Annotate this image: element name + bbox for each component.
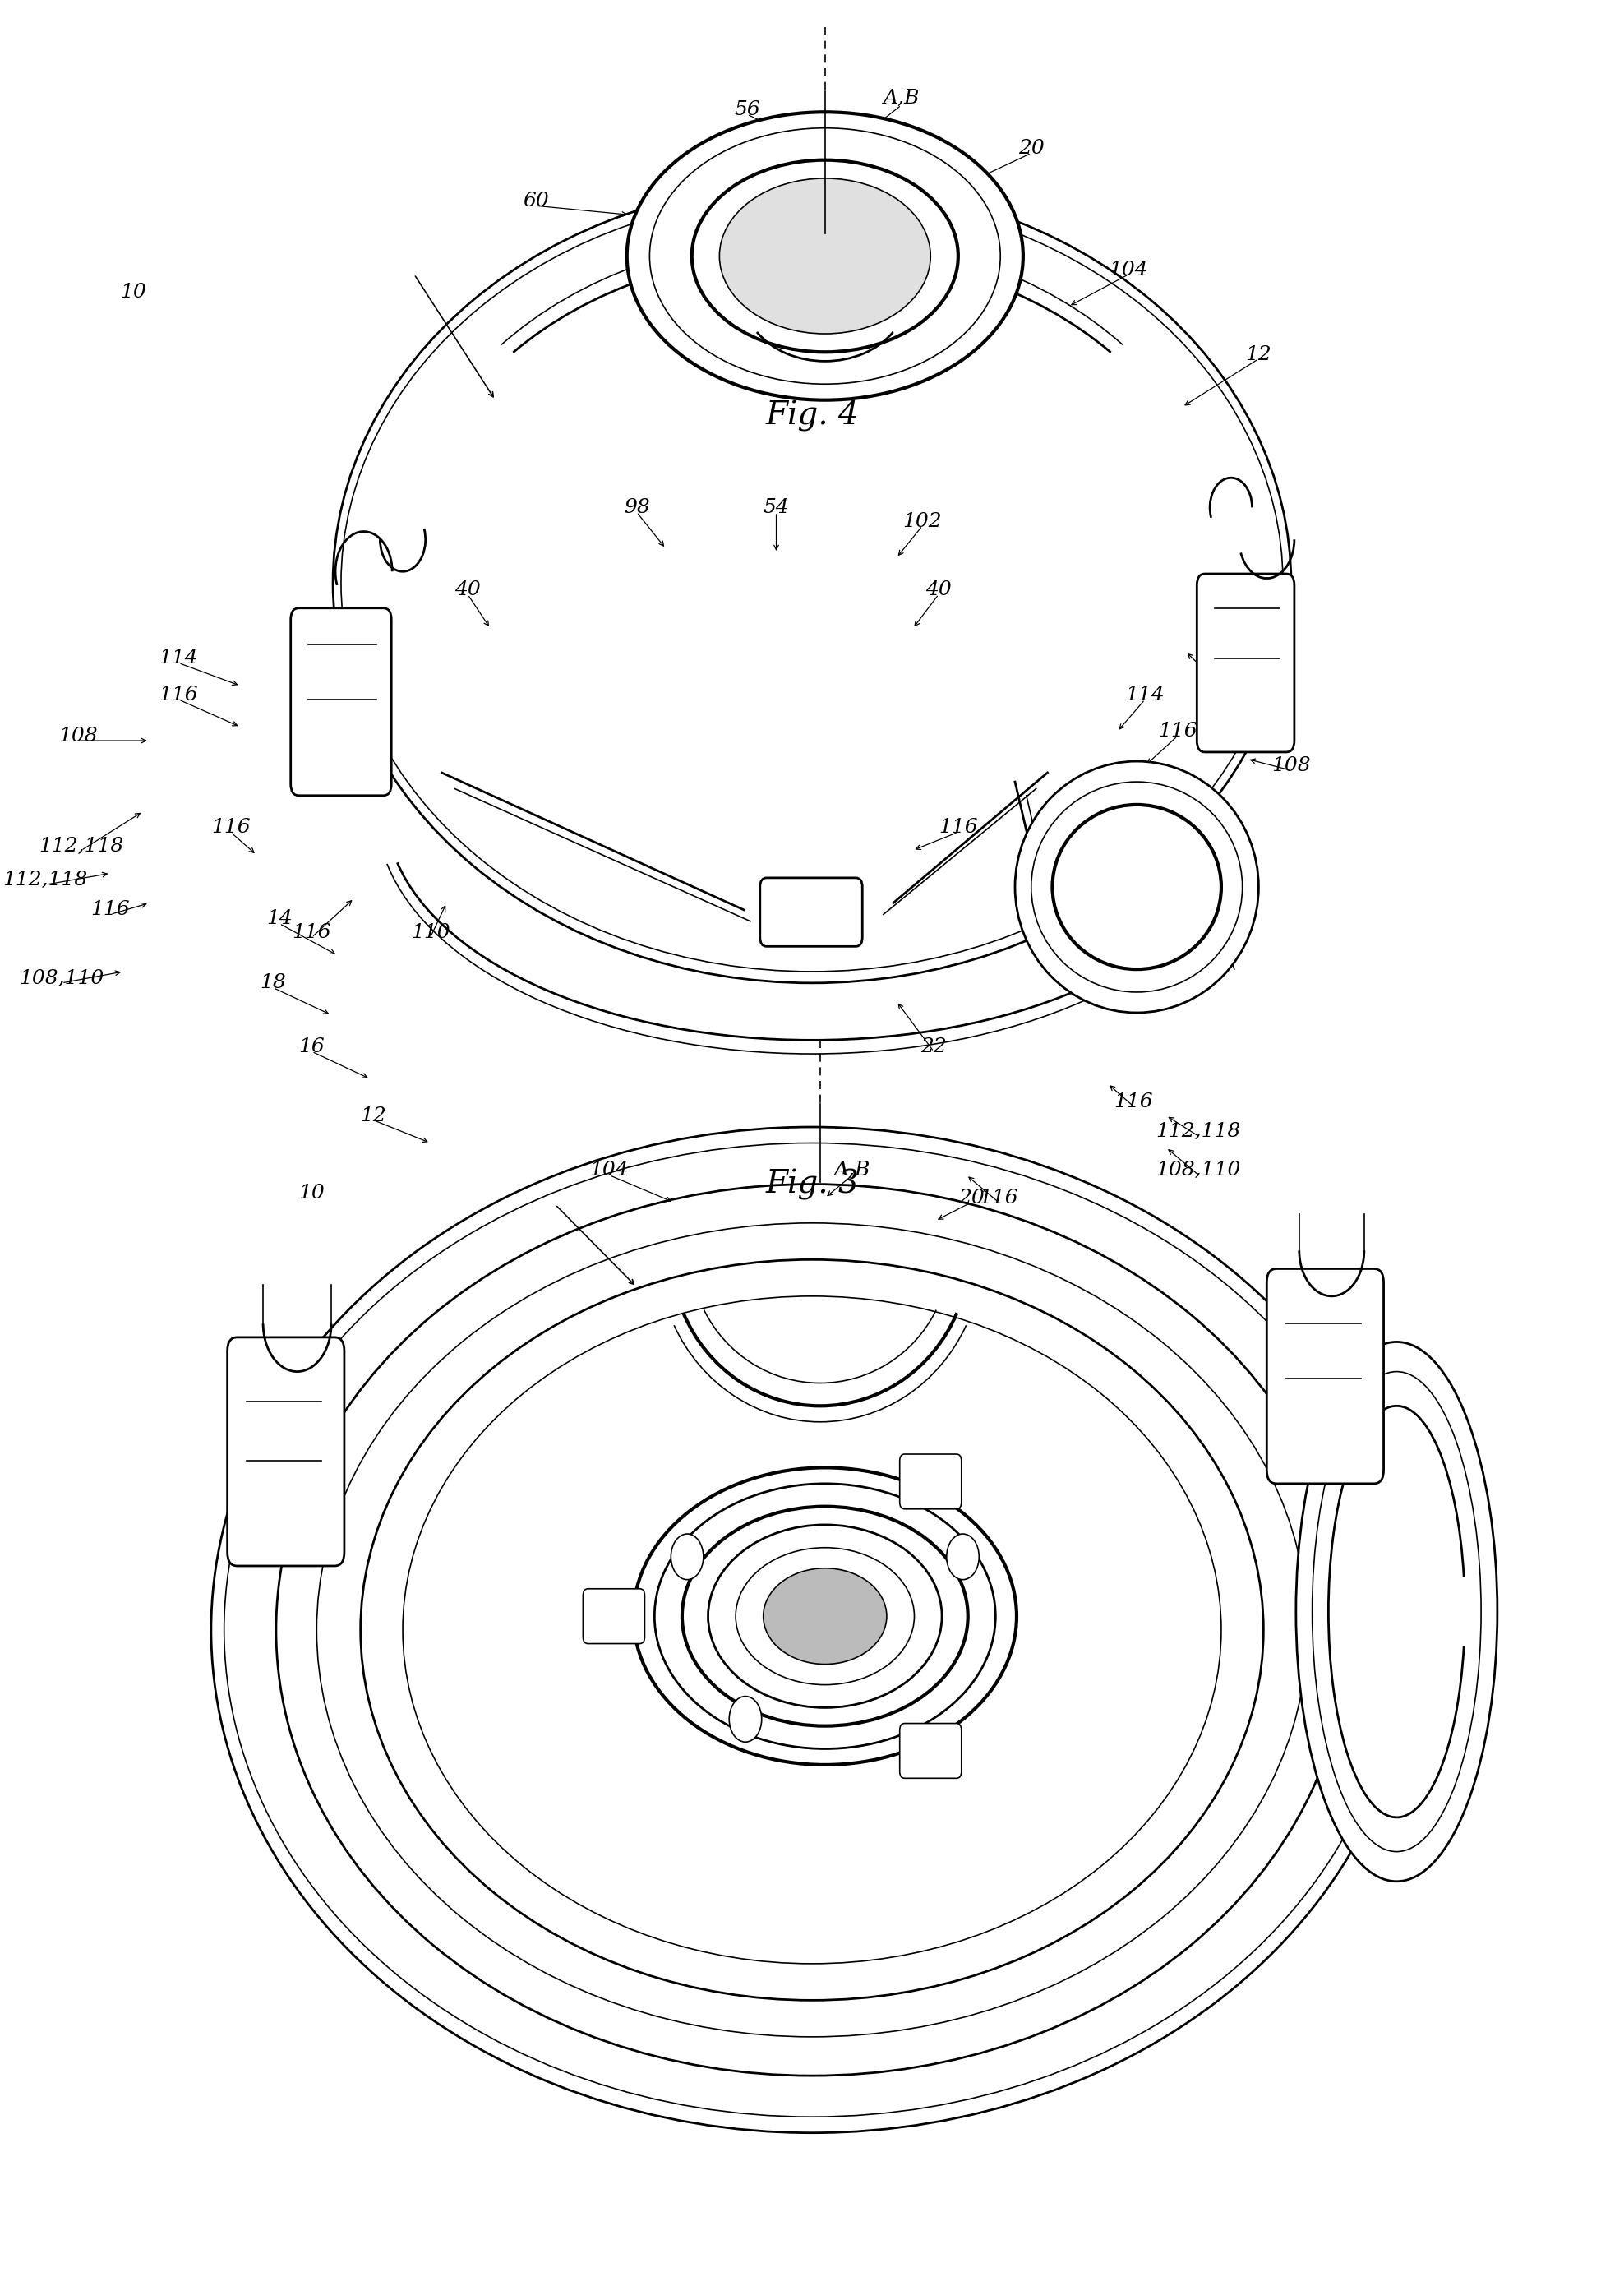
- Ellipse shape: [692, 160, 958, 352]
- Text: A,B: A,B: [835, 1161, 870, 1180]
- Text: 10: 10: [120, 283, 146, 302]
- Text: 104: 104: [590, 1161, 628, 1180]
- Text: 22: 22: [921, 1038, 947, 1056]
- Text: 102: 102: [903, 512, 942, 530]
- Ellipse shape: [763, 1568, 887, 1664]
- Text: 98: 98: [624, 498, 650, 517]
- Text: 116: 116: [211, 818, 250, 837]
- Circle shape: [671, 1534, 703, 1580]
- Text: Fig. 4: Fig. 4: [765, 400, 859, 432]
- Ellipse shape: [333, 183, 1291, 983]
- Text: 116: 116: [91, 901, 130, 919]
- Text: 12: 12: [1246, 345, 1272, 363]
- Text: 52: 52: [331, 718, 357, 736]
- Ellipse shape: [1015, 761, 1259, 1013]
- Ellipse shape: [627, 112, 1023, 400]
- Ellipse shape: [361, 1260, 1263, 2000]
- Text: 20: 20: [1018, 139, 1044, 158]
- Text: 56: 56: [734, 101, 760, 119]
- Text: 112,118: 112,118: [3, 871, 88, 889]
- Text: 60: 60: [523, 192, 549, 210]
- Circle shape: [729, 1696, 762, 1742]
- Text: 116: 116: [1158, 722, 1197, 741]
- Text: 16: 16: [299, 1038, 325, 1056]
- Text: 16: 16: [1213, 677, 1239, 695]
- FancyBboxPatch shape: [900, 1724, 961, 1779]
- Text: 18: 18: [260, 974, 286, 992]
- Text: 40: 40: [926, 581, 952, 599]
- Text: 40: 40: [455, 581, 481, 599]
- Text: A,B: A,B: [883, 89, 919, 107]
- Text: 112,118: 112,118: [1156, 1122, 1241, 1141]
- FancyBboxPatch shape: [291, 608, 391, 796]
- Text: 108: 108: [1272, 757, 1311, 775]
- Text: 116: 116: [939, 818, 978, 837]
- Ellipse shape: [211, 1127, 1413, 2133]
- Text: 14: 14: [266, 910, 292, 928]
- Text: 12: 12: [361, 1106, 387, 1125]
- Ellipse shape: [719, 178, 931, 334]
- Text: 20: 20: [958, 1189, 984, 1207]
- Text: 116: 116: [159, 686, 198, 704]
- Text: 112,118: 112,118: [39, 837, 123, 855]
- Ellipse shape: [654, 1484, 996, 1749]
- Text: 116: 116: [1114, 1093, 1153, 1111]
- Ellipse shape: [1031, 782, 1242, 992]
- Text: 54: 54: [763, 498, 789, 517]
- Text: 114: 114: [1125, 686, 1164, 704]
- Text: Fig. 3: Fig. 3: [765, 1168, 859, 1200]
- Text: 116: 116: [292, 924, 331, 942]
- Text: 112,118: 112,118: [1124, 855, 1208, 873]
- Ellipse shape: [650, 128, 1000, 384]
- Text: 22: 22: [1234, 681, 1260, 700]
- FancyBboxPatch shape: [1267, 1269, 1384, 1484]
- Ellipse shape: [708, 1525, 942, 1708]
- Text: 108: 108: [58, 727, 97, 745]
- Ellipse shape: [276, 1184, 1348, 2076]
- Text: 110: 110: [411, 924, 450, 942]
- Text: 116: 116: [979, 1189, 1018, 1207]
- Text: 108,110: 108,110: [19, 969, 104, 988]
- FancyBboxPatch shape: [227, 1337, 344, 1566]
- FancyBboxPatch shape: [760, 878, 862, 946]
- Text: 108,110: 108,110: [1156, 1161, 1241, 1180]
- Circle shape: [947, 1534, 979, 1580]
- Ellipse shape: [1052, 805, 1221, 969]
- Text: 114: 114: [159, 649, 198, 668]
- FancyBboxPatch shape: [900, 1454, 961, 1509]
- Text: 10: 10: [299, 1184, 325, 1202]
- Ellipse shape: [736, 1548, 914, 1685]
- Ellipse shape: [633, 1468, 1017, 1765]
- Ellipse shape: [1296, 1342, 1497, 1881]
- FancyBboxPatch shape: [583, 1589, 645, 1644]
- FancyBboxPatch shape: [1197, 574, 1294, 752]
- Text: 104: 104: [1109, 261, 1148, 279]
- Ellipse shape: [682, 1506, 968, 1726]
